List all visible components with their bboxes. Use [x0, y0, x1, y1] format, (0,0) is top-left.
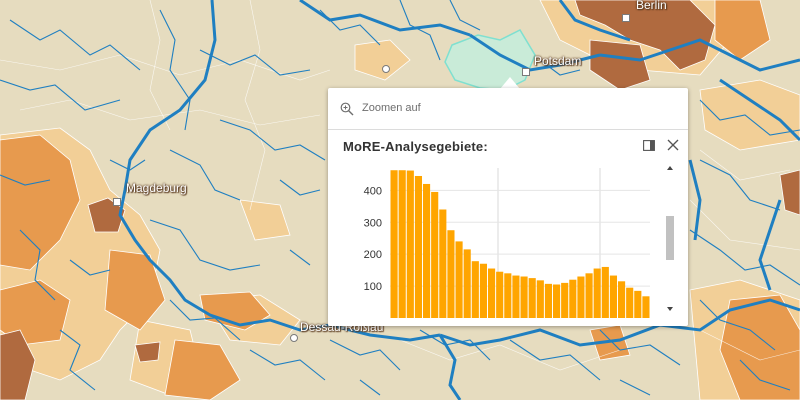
scroll-up-arrow-icon[interactable]: [667, 166, 673, 170]
zoom-to-label: Zoomen auf: [362, 102, 421, 114]
city-label-magdeburg: Magdeburg: [126, 181, 187, 195]
histogram-bar[interactable]: [634, 290, 642, 318]
zoom-to-button[interactable]: Zoomen auf: [328, 88, 688, 130]
histogram-bar[interactable]: [528, 278, 536, 318]
histogram-bar[interactable]: [390, 170, 398, 318]
selected-area[interactable]: [444, 29, 536, 91]
histogram-bar[interactable]: [544, 283, 553, 318]
histogram-bar[interactable]: [406, 170, 414, 318]
histogram-bar[interactable]: [431, 191, 439, 318]
popup: Zoomen auf MoRE-Analysegebiete: 100 200 30…: [328, 88, 688, 326]
histogram-bar[interactable]: [593, 268, 601, 318]
histogram-bar[interactable]: [601, 266, 609, 318]
histogram-bar[interactable]: [439, 209, 447, 318]
city-label-potsdam: Potsdam: [534, 54, 582, 68]
histogram-bar[interactable]: [520, 276, 528, 318]
close-icon[interactable]: [667, 139, 679, 151]
city-marker-potsdam[interactable]: [522, 68, 530, 76]
histogram-bar[interactable]: [423, 183, 431, 318]
histogram-bar[interactable]: [585, 273, 593, 318]
histogram-bar[interactable]: [479, 263, 488, 318]
histogram-bar[interactable]: [496, 271, 504, 318]
city-marker-magdeburg[interactable]: [113, 198, 121, 206]
histogram-bar[interactable]: [398, 170, 406, 318]
popup-title: MoRE-Analysegebiete:: [343, 139, 488, 154]
city-label-berlin: Berlin: [636, 0, 667, 12]
histogram-bar[interactable]: [512, 275, 520, 318]
histogram-bar[interactable]: [609, 275, 618, 318]
y-tick-label: 300: [364, 217, 382, 229]
histogram-bar[interactable]: [463, 249, 471, 318]
histogram-bar[interactable]: [626, 287, 634, 318]
histogram-bar[interactable]: [618, 281, 626, 318]
histogram-bar[interactable]: [471, 261, 479, 318]
histogram-bar[interactable]: [642, 296, 650, 318]
dock-icon[interactable]: [643, 140, 655, 151]
map-point-marker[interactable]: [382, 65, 390, 73]
y-tick-label: 200: [364, 249, 382, 261]
popup-pointer: [500, 77, 520, 89]
histogram-bar[interactable]: [447, 230, 455, 318]
scroll-down-arrow-icon[interactable]: [667, 307, 673, 311]
popup-scrollbar[interactable]: [664, 164, 676, 316]
histogram-bar[interactable]: [504, 273, 512, 318]
histogram-bar[interactable]: [561, 282, 569, 318]
y-tick-label: 400: [364, 185, 382, 197]
y-tick-label: 100: [364, 281, 382, 293]
zoom-in-icon: [340, 102, 354, 116]
histogram-chart: 100 200 300 400: [364, 168, 650, 318]
city-marker-dessau[interactable]: [290, 334, 298, 342]
histogram-bar[interactable]: [577, 276, 585, 318]
histogram-bar[interactable]: [536, 280, 544, 318]
city-marker-berlin[interactable]: [622, 14, 630, 22]
major-rivers: [118, 0, 800, 400]
histogram-bar[interactable]: [455, 241, 463, 318]
scroll-thumb[interactable]: [666, 216, 674, 260]
histogram-bar[interactable]: [553, 284, 561, 318]
histogram-bar[interactable]: [414, 175, 423, 318]
histogram-bar[interactable]: [569, 279, 577, 318]
histogram-bar[interactable]: [488, 268, 496, 318]
